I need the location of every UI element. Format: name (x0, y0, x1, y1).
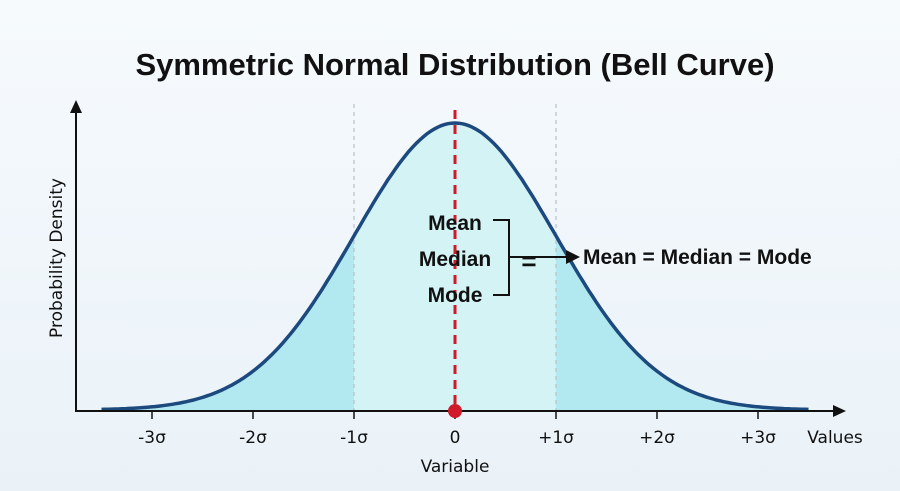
annotation-mode-label: Mode (428, 284, 483, 307)
annotation-median-label: Median (419, 248, 491, 271)
x-axis-arrow-icon (833, 405, 846, 417)
x-tick-group: -3σ -2σ -1σ 0 +1σ +2σ +3σ (138, 411, 776, 448)
curve-fill-right-tail (556, 235, 809, 410)
y-axis-arrow-icon (70, 100, 82, 113)
mean-median-mode-annotation: Mean Median Mode = Mean = Median = Mode (419, 212, 812, 307)
x-tick-label: +1σ (538, 428, 574, 448)
bell-curve-line (101, 121, 809, 412)
x-tick-label: -2σ (239, 428, 267, 448)
annotation-mean-label: Mean (428, 212, 482, 235)
annotation-equals-sign: = (521, 246, 536, 276)
annotation-arrow-icon (566, 250, 580, 264)
x-tick-label: -1σ (340, 428, 368, 448)
chart-title: Symmetric Normal Distribution (Bell Curv… (135, 47, 774, 82)
mean-point-marker (448, 404, 462, 418)
x-axis-title: Variable (421, 457, 490, 477)
annotation-bracket (493, 219, 518, 296)
x-tick-label: 0 (450, 428, 461, 448)
x-tick-label: +2σ (639, 428, 675, 448)
x-axis-end-label: Values (807, 428, 863, 448)
y-axis-title: Probability Density (47, 178, 67, 338)
annotation-result-text: Mean = Median = Mode (583, 246, 812, 269)
x-tick-label: -3σ (138, 428, 166, 448)
x-tick-label: +3σ (740, 428, 776, 448)
curve-fill-left-tail (101, 235, 354, 410)
